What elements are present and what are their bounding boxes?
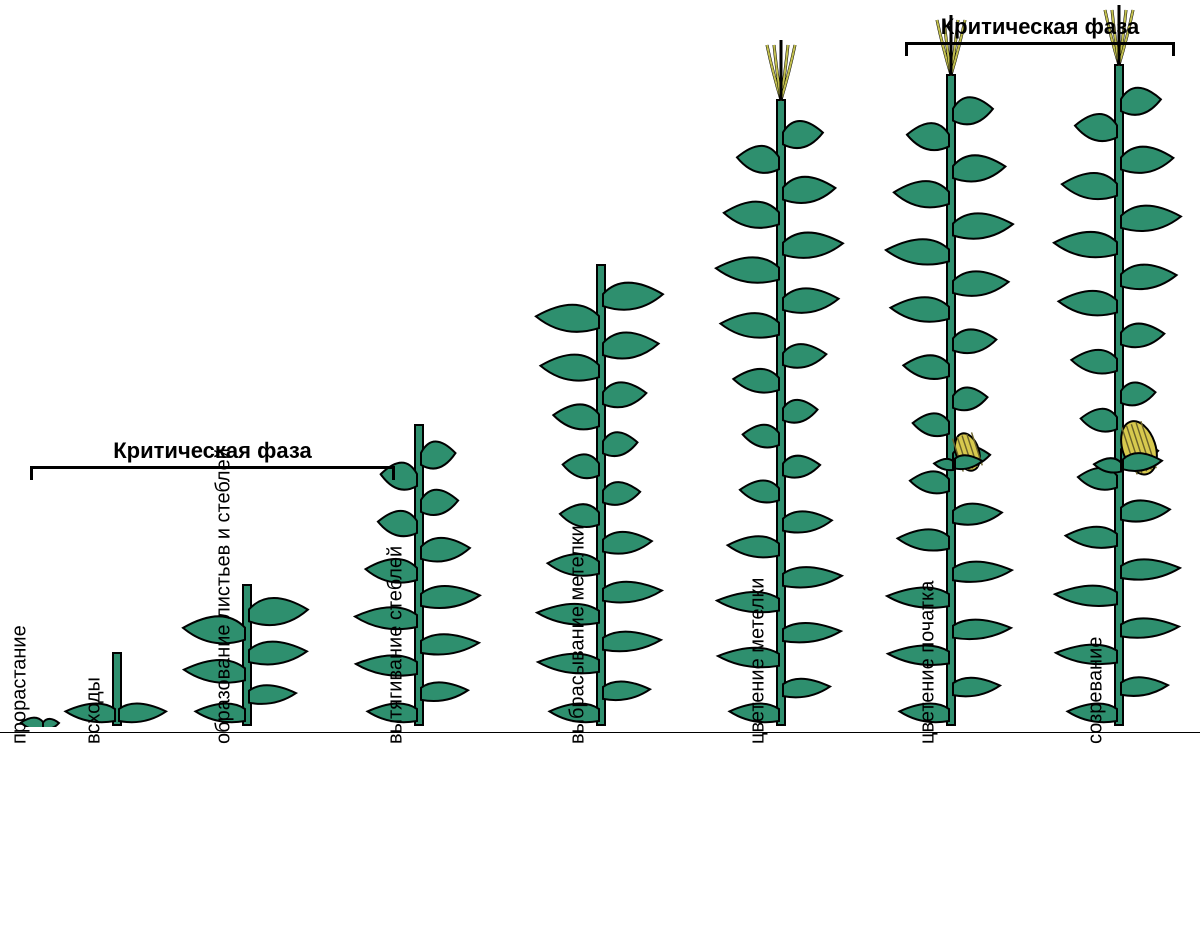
bracket-bar (905, 42, 1175, 45)
stage-label: всходы (83, 677, 106, 744)
bracket-bar (30, 466, 395, 469)
ground-line (0, 732, 1200, 733)
bracket-tick (392, 466, 395, 480)
bracket-label: Критическая фаза (113, 438, 311, 464)
corn-plant-icon (162, 581, 332, 732)
critical-phase-bracket: Критическая фаза (905, 42, 1175, 56)
bracket-tick (1172, 42, 1175, 56)
bracket-label: Критическая фаза (941, 14, 1139, 40)
critical-phase-bracket: Критическая фаза (30, 466, 395, 480)
stage-label: цветение початка (917, 581, 940, 744)
stage-label: цветение метелки (747, 578, 770, 744)
corn-plant-icon (866, 11, 1036, 732)
stage-label: прорастание (9, 625, 32, 744)
stage-label: образование листьев и стеблей (213, 448, 236, 744)
corn-plant-icon (516, 261, 686, 732)
growth-stages-diagram: прорастание всходы образование листьев и с… (0, 0, 1200, 940)
stage-label: выбрасывание метелки (567, 525, 590, 744)
bracket-tick (30, 466, 33, 480)
corn-plant-icon (696, 36, 866, 732)
bracket-tick (905, 42, 908, 56)
corn-plant-icon (1034, 1, 1200, 732)
stage-label: вытягивание стеблей (385, 546, 408, 744)
stage-label: созревание (1085, 637, 1108, 744)
